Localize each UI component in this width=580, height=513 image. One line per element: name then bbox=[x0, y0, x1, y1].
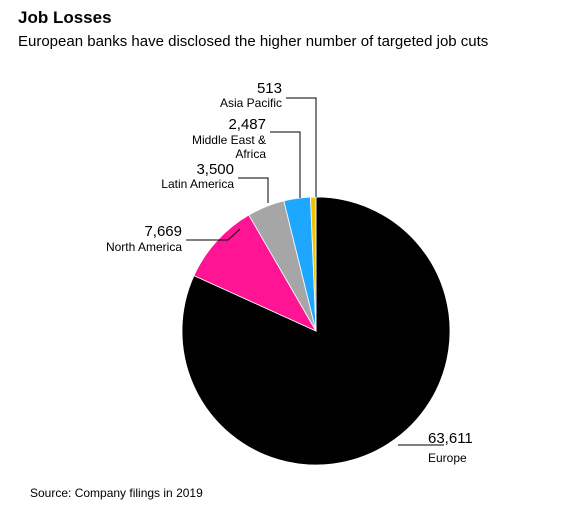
leader-asia-pacific bbox=[286, 97, 317, 197]
slice-label-north-america: North America bbox=[106, 240, 182, 254]
slice-value-asia-pacific: 513 bbox=[257, 80, 282, 97]
slice-value-north-america: 7,669 bbox=[144, 223, 182, 240]
slice-label-middle-east-africa-line1: Middle East & bbox=[192, 133, 266, 147]
slice-label-europe: Europe bbox=[428, 451, 467, 465]
leader-middle-east-africa bbox=[270, 131, 301, 198]
slice-label-asia-pacific: Asia Pacific bbox=[220, 96, 282, 110]
chart-source: Source: Company filings in 2019 bbox=[30, 486, 203, 500]
pie-labels: 63,611 Europe 7,669 North America 3,500 … bbox=[106, 80, 473, 465]
slice-value-latin-america: 3,500 bbox=[196, 161, 234, 178]
slice-value-europe: 63,611 bbox=[428, 430, 473, 447]
leader-north-america bbox=[186, 228, 241, 241]
pie-slice-north-america bbox=[193, 214, 317, 332]
leader-latin-america bbox=[238, 177, 269, 203]
pie-slices bbox=[181, 196, 451, 466]
slice-label-latin-america: Latin America bbox=[161, 177, 234, 191]
slice-label-middle-east-africa-line2: Africa bbox=[235, 147, 266, 161]
slice-value-middle-east-africa: 2,487 bbox=[228, 116, 266, 133]
chart-title: Job Losses bbox=[18, 8, 112, 27]
chart-subtitle: European banks have disclosed the higher… bbox=[18, 33, 489, 50]
